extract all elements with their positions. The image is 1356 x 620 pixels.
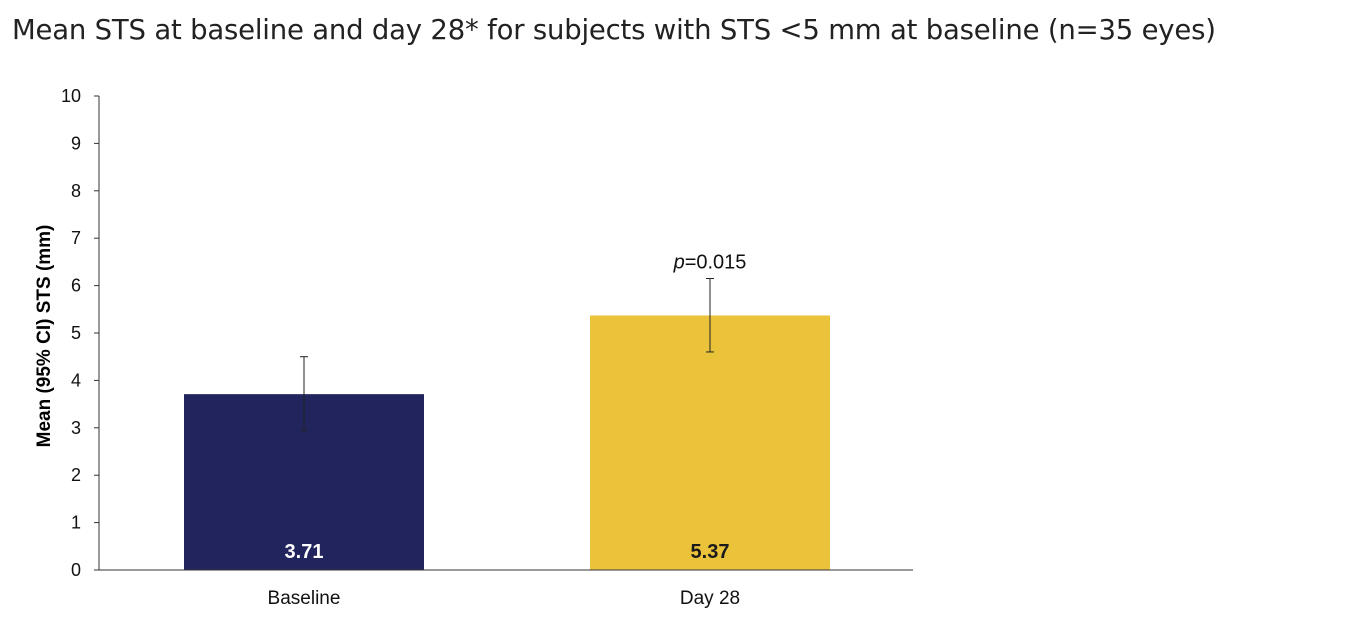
y-tick-label: 3 <box>71 418 81 438</box>
bar-day-28 <box>590 315 830 570</box>
y-tick-label: 7 <box>71 228 81 248</box>
y-tick-label: 8 <box>71 181 81 201</box>
y-tick-label: 4 <box>71 370 81 390</box>
x-category-label: Baseline <box>268 588 341 609</box>
y-tick-label: 10 <box>61 86 81 106</box>
x-category-label: Day 28 <box>680 588 740 609</box>
bars-group <box>184 315 830 570</box>
y-tick-label: 2 <box>71 465 81 485</box>
p-value-text: =0.015 <box>685 251 747 273</box>
y-axis-ticks: 0 1 2 3 4 5 6 7 8 9 10 <box>61 86 99 580</box>
y-tick-label: 0 <box>71 560 81 580</box>
y-axis-title: Mean (95% CI) STS (mm) <box>34 225 55 448</box>
bar-value-labels: 3.71 5.37 <box>285 541 730 563</box>
y-tick-label: 9 <box>71 133 81 153</box>
x-axis-labels: Baseline Day 28 <box>268 588 741 609</box>
p-value-annotation: p=0.015 <box>673 251 747 273</box>
chart-title: Mean STS at baseline and day 28* for sub… <box>12 14 1216 46</box>
y-tick-label: 1 <box>71 513 81 533</box>
bar-value-label: 5.37 <box>691 541 730 563</box>
bar-value-label: 3.71 <box>285 541 324 563</box>
error-bars-group <box>300 277 714 431</box>
y-tick-label: 5 <box>71 323 81 343</box>
y-tick-label: 6 <box>71 276 81 296</box>
p-symbol: p <box>673 251 685 273</box>
